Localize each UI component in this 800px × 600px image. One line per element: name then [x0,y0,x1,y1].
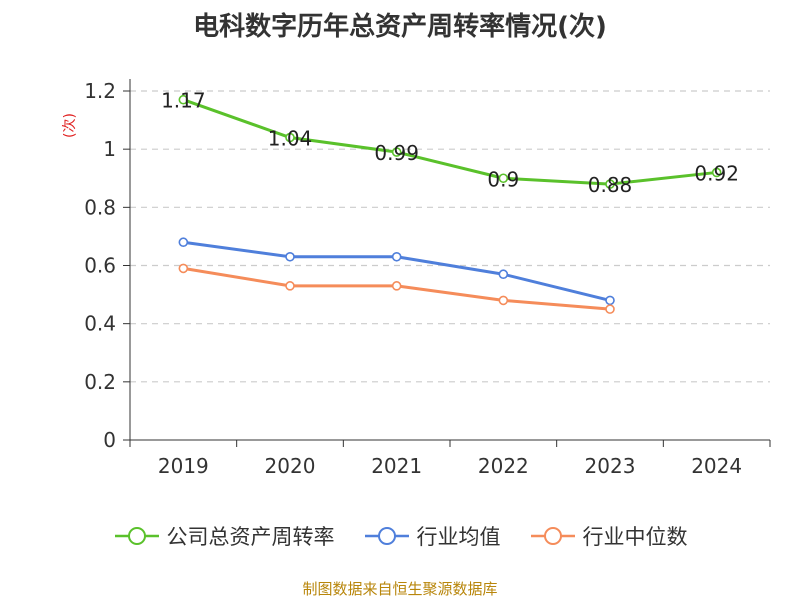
data-point [391,251,402,262]
legend-marker-icon [114,527,159,545]
data-point [605,304,615,314]
data-point [178,263,189,274]
legend-marker-icon [364,527,409,545]
y-tick-label: 1 [103,137,116,161]
chart-title: 电科数字历年总资产周转率情况(次) [193,12,607,42]
y-tick-label: 0.6 [84,254,116,278]
legend-item[interactable]: 公司总资产周转率 [113,521,335,551]
data-point [605,295,615,306]
data-label: 1.17 [161,89,206,113]
data-point [285,132,295,143]
data-point [498,173,509,184]
data-label: 0.99 [374,141,419,165]
data-point [178,94,189,105]
data-labels: 1.17 1.04 0.99 0.9 0.88 0.92 [161,89,739,197]
data-point [178,237,189,248]
y-tick-label: 0.2 [84,370,116,394]
legend-label: 行业均值 [416,525,501,549]
x-tick-label: 2020 [265,454,316,478]
data-label: 0.92 [694,161,739,185]
y-tick-label: 0.8 [84,195,116,219]
data-label: 1.04 [268,127,313,151]
series-lines [178,94,722,314]
x-tick-label: 2023 [585,454,636,478]
data-point [605,179,615,189]
legend-item[interactable]: 行业均值 [363,521,501,551]
legend-circle [127,527,146,545]
data-point [285,251,295,262]
legend-label: 行业中位数 [582,525,688,549]
data-point [391,281,402,291]
series-line-0 [182,98,717,186]
legend-item[interactable]: 行业中位数 [529,521,688,551]
data-label: 0.88 [588,173,633,197]
legend-circle [543,527,562,545]
data-point [498,295,509,306]
data-label: 0.9 [487,167,519,191]
data-point [711,167,722,178]
legend: 公司总资产周转率 行业均值 行业中位数 [0,518,800,554]
data-point [285,281,295,291]
y-tick-label: 1.2 [84,79,116,103]
series-line-1 [183,240,611,302]
legend-circle [377,527,396,545]
y-tick-label: 0.4 [84,312,116,336]
x-tick-label: 2021 [371,454,422,478]
data-point [498,269,509,280]
data-point [391,147,402,157]
x-tick-label: 2024 [691,454,742,478]
x-tick-label: 2019 [158,454,209,478]
source-note: 制图数据来自恒生聚源数据库 [302,580,498,598]
legend-marker-icon [530,527,575,545]
grid-lines [130,90,770,383]
legend-label: 公司总资产周转率 [166,525,335,549]
y-axis-label: (次) [62,113,78,138]
y-tick-label: 0 [103,428,116,452]
axes: 0 0.2 0.4 0.6 0.8 1 1.2 (次) 2019 2020 2021 2022 2023… [62,79,771,478]
x-tick-label: 2022 [478,454,529,478]
